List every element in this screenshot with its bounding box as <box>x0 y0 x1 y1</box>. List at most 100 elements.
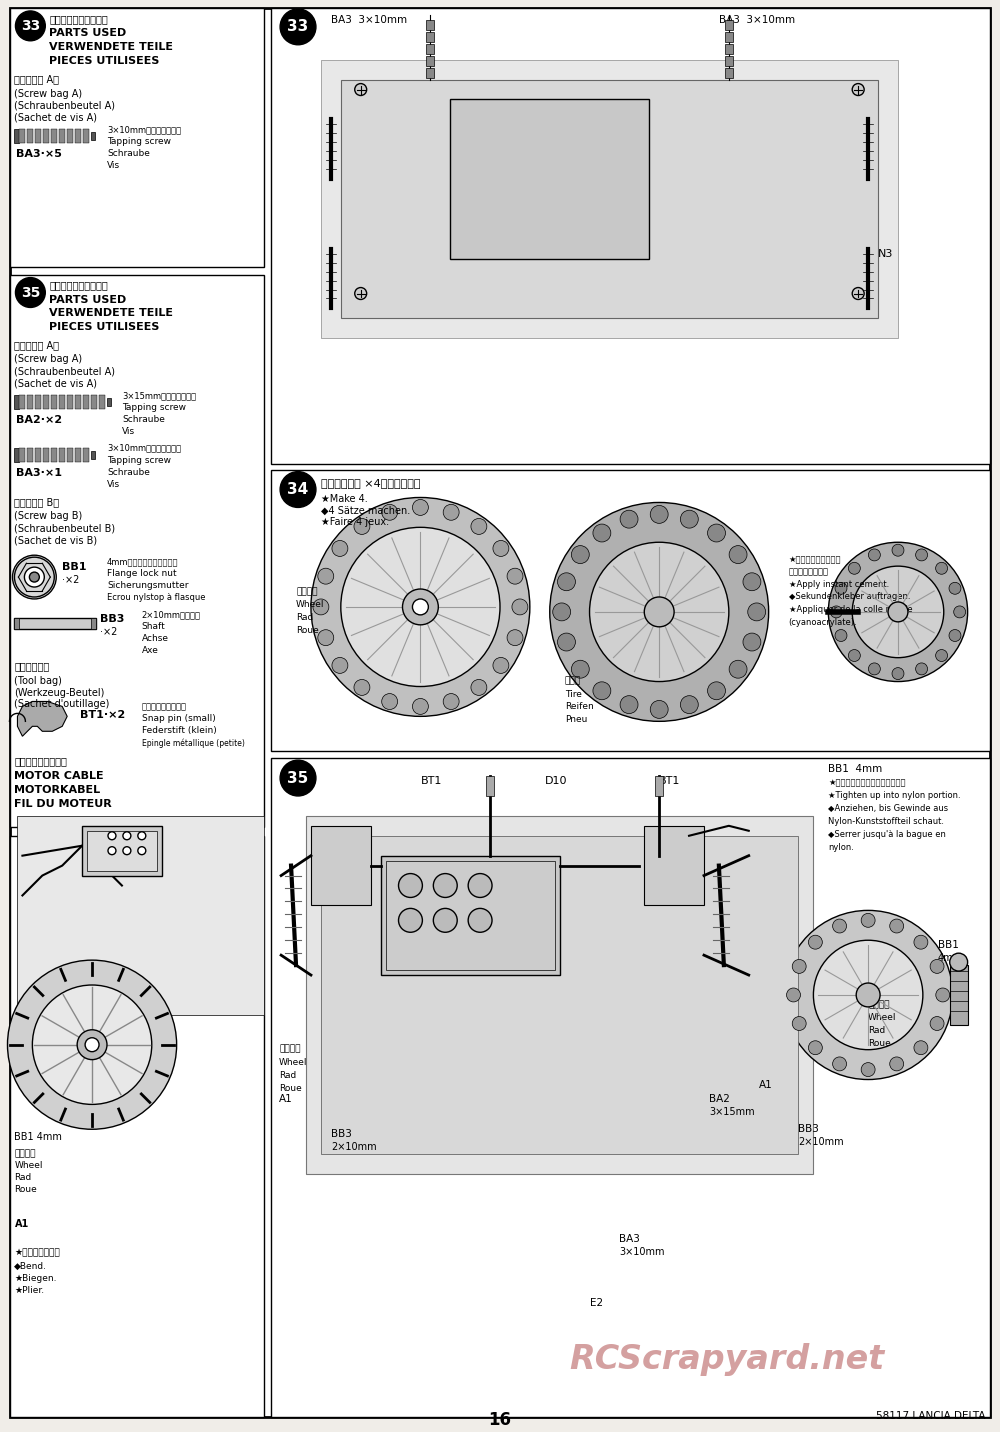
Text: Ecrou nylstop à flasque: Ecrou nylstop à flasque <box>107 593 205 601</box>
Circle shape <box>743 633 761 652</box>
Circle shape <box>123 832 131 839</box>
Circle shape <box>729 660 747 679</box>
Bar <box>59 448 65 461</box>
Circle shape <box>399 874 422 898</box>
Text: (Werkzeug-Beutel): (Werkzeug-Beutel) <box>14 687 105 697</box>
Circle shape <box>507 569 523 584</box>
Bar <box>99 395 105 410</box>
Text: BT1·×2: BT1·×2 <box>80 710 125 720</box>
Bar <box>311 826 371 905</box>
Text: Wheel: Wheel <box>296 600 325 609</box>
Circle shape <box>914 1041 928 1055</box>
Circle shape <box>318 569 334 584</box>
Bar <box>725 44 733 54</box>
Circle shape <box>835 630 847 642</box>
Circle shape <box>332 540 348 557</box>
Text: MOTORKABEL: MOTORKABEL <box>14 785 101 795</box>
Bar <box>725 56 733 66</box>
Text: BB3: BB3 <box>331 1130 352 1140</box>
Text: ホイール: ホイール <box>14 1148 36 1158</box>
Circle shape <box>399 908 422 932</box>
Circle shape <box>748 603 766 621</box>
Circle shape <box>949 630 961 642</box>
Text: BB1: BB1 <box>62 563 87 573</box>
Text: VERWENDETE TEILE: VERWENDETE TEILE <box>49 42 173 52</box>
Text: PIECES UTILISEES: PIECES UTILISEES <box>49 56 160 66</box>
Circle shape <box>954 606 966 617</box>
Text: BA3: BA3 <box>619 1234 640 1244</box>
Text: E2: E2 <box>590 1299 603 1309</box>
Text: (Sachet de vis A): (Sachet de vis A) <box>14 378 97 388</box>
Text: Epingle métallique (petite): Epingle métallique (petite) <box>142 739 245 748</box>
Text: Pneu: Pneu <box>565 716 587 725</box>
Text: Schraube: Schraube <box>107 468 150 477</box>
Text: Nylon-Kunststoffteil schaut.: Nylon-Kunststoffteil schaut. <box>828 816 944 826</box>
Bar <box>83 395 89 410</box>
Circle shape <box>318 630 334 646</box>
Bar <box>75 448 81 461</box>
Text: ★ナイロン部までねじ込みます。: ★ナイロン部までねじ込みます。 <box>828 778 906 788</box>
Text: 2×10mmシャフト: 2×10mmシャフト <box>142 610 201 619</box>
Circle shape <box>890 919 904 934</box>
Bar <box>107 398 111 405</box>
Circle shape <box>468 874 492 898</box>
Text: Rad: Rad <box>296 613 313 621</box>
Circle shape <box>471 679 487 696</box>
Bar <box>51 448 57 461</box>
Circle shape <box>620 510 638 528</box>
Text: PIECES UTILISEES: PIECES UTILISEES <box>49 322 160 332</box>
Circle shape <box>848 650 860 662</box>
Circle shape <box>280 760 316 796</box>
Circle shape <box>833 1057 847 1071</box>
Circle shape <box>512 599 528 614</box>
Circle shape <box>571 546 589 564</box>
Bar <box>725 32 733 42</box>
Circle shape <box>77 1030 107 1060</box>
Text: 58117 LANCIA DELTA: 58117 LANCIA DELTA <box>876 1411 986 1421</box>
Text: Vis: Vis <box>107 480 120 488</box>
Bar <box>19 395 25 410</box>
Text: 35: 35 <box>287 770 309 786</box>
Bar <box>14 617 19 629</box>
Text: 3×10mmタッピングビス: 3×10mmタッピングビス <box>107 126 181 135</box>
Circle shape <box>930 1017 944 1031</box>
Circle shape <box>792 1017 806 1031</box>
Text: BT1: BT1 <box>659 776 681 786</box>
Circle shape <box>813 941 923 1050</box>
Bar <box>27 129 33 143</box>
Circle shape <box>892 667 904 680</box>
Circle shape <box>828 543 968 682</box>
Text: ホイール: ホイール <box>868 1000 890 1010</box>
Text: （ビス袋詰 B）: （ビス袋詰 B） <box>14 497 60 507</box>
Circle shape <box>433 908 457 932</box>
Text: BB1 4mm: BB1 4mm <box>14 1133 62 1143</box>
Bar <box>91 395 97 410</box>
Text: Tapping screw: Tapping screw <box>122 402 186 412</box>
Circle shape <box>892 544 904 556</box>
Circle shape <box>950 954 968 971</box>
Text: ·×2: ·×2 <box>62 576 80 586</box>
Bar <box>35 395 41 410</box>
Text: (Screw bag A): (Screw bag A) <box>14 354 83 364</box>
Bar <box>51 395 57 410</box>
Circle shape <box>29 573 39 581</box>
Text: PARTS USED: PARTS USED <box>49 295 127 305</box>
Text: BA3·×1: BA3·×1 <box>16 468 62 478</box>
Bar <box>17 816 264 1015</box>
Text: (Schraubenbeutel A): (Schraubenbeutel A) <box>14 100 115 110</box>
Text: 33: 33 <box>287 20 309 34</box>
Text: 16: 16 <box>489 1411 512 1429</box>
Circle shape <box>32 985 152 1104</box>
Bar <box>83 448 89 461</box>
Bar <box>725 20 733 30</box>
Bar <box>83 129 89 143</box>
Text: Rad: Rad <box>279 1071 296 1080</box>
Text: Wheel: Wheel <box>279 1058 308 1067</box>
Text: Schraube: Schraube <box>107 149 150 159</box>
Circle shape <box>868 548 880 561</box>
Circle shape <box>443 693 459 709</box>
Text: (Screw bag A): (Screw bag A) <box>14 89 83 99</box>
Circle shape <box>355 83 367 96</box>
Circle shape <box>852 288 864 299</box>
Bar <box>51 129 57 143</box>
